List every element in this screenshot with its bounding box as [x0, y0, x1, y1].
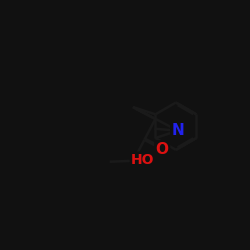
Text: N: N: [172, 123, 184, 138]
Text: HO: HO: [131, 153, 155, 167]
Text: O: O: [156, 142, 169, 157]
